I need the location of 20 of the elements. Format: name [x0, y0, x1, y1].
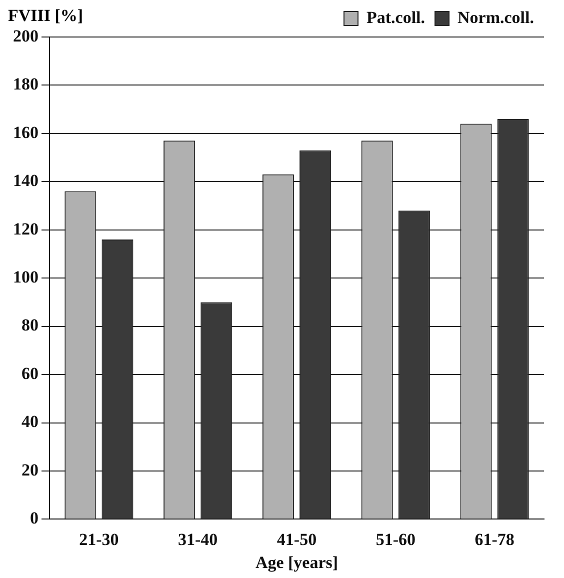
legend-label: Pat.coll. — [366, 8, 426, 27]
x-tick-label: 61-78 — [474, 530, 514, 549]
x-tick-label: 41-50 — [276, 530, 317, 549]
y-tick-label: 180 — [13, 74, 38, 94]
x-tick-label: 51-60 — [376, 530, 416, 549]
y-tick-label: 160 — [13, 122, 38, 142]
y-tick-label: 80 — [22, 316, 38, 335]
y-tick-label: 40 — [22, 412, 38, 432]
x-tick-label: 31-40 — [178, 530, 218, 549]
x-tick-label: 21-30 — [79, 530, 119, 549]
y-tick-label: 0 — [30, 508, 38, 528]
y-tick-label: 20 — [22, 460, 38, 480]
y-tick-label: 200 — [13, 26, 38, 46]
y-tick-label: 60 — [22, 364, 38, 383]
y-tick-label: 120 — [13, 219, 38, 238]
y-axis-title: FVIII [%] — [8, 6, 84, 26]
y-tick-label: 140 — [13, 171, 38, 190]
x-axis-title: Age [years] — [255, 553, 338, 572]
legend-label: Norm.coll. — [458, 8, 534, 27]
y-tick-label: 100 — [13, 267, 38, 286]
